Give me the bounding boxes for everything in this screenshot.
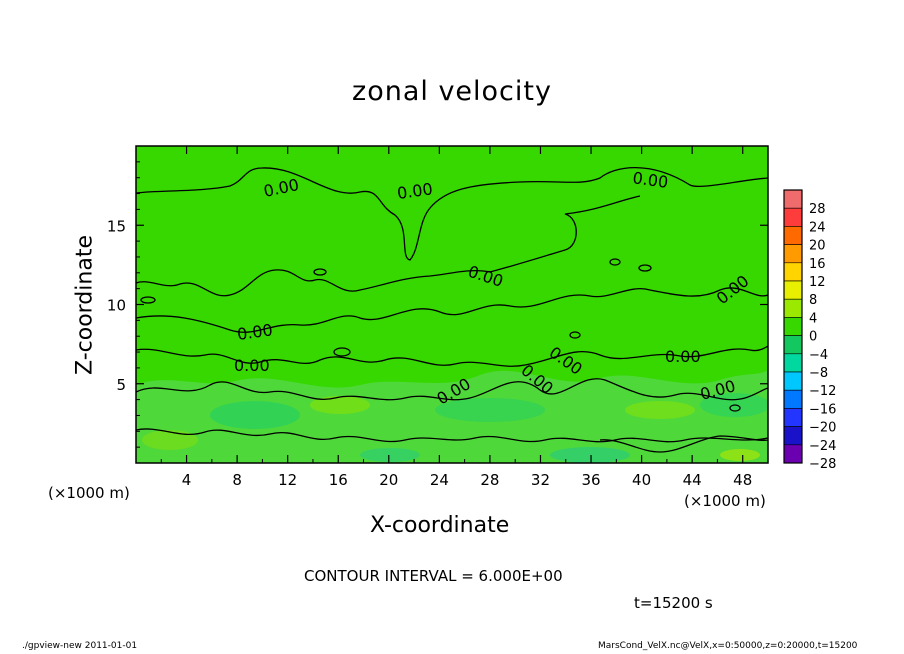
colorbar-label: 24 (809, 220, 826, 235)
field-cool-patch (360, 448, 420, 462)
colorbar-swatch (783, 408, 803, 427)
field-cool-patch (435, 398, 545, 422)
y-axis-unit: (×1000 m) (48, 484, 130, 502)
colorbar-label: 4 (809, 311, 817, 326)
colorbar-label: 20 (809, 239, 826, 254)
field-warm-patch (625, 401, 695, 419)
x-tick-label: 12 (278, 471, 297, 489)
colorbar-swatch (783, 244, 803, 264)
contour-interval: CONTOUR INTERVAL = 6.000E+00 (304, 567, 563, 585)
x-tick-label: 8 (232, 471, 242, 489)
colorbar-label: 12 (809, 275, 826, 290)
x-tick-label: 24 (430, 471, 449, 489)
x-axis-unit: (×1000 m) (684, 492, 766, 510)
colorbar-label: 0 (809, 330, 817, 345)
field-warm-patch (720, 449, 760, 461)
y-axis-label: Z-coordinate (72, 235, 98, 375)
x-tick-label: 4 (182, 471, 192, 489)
colorbar-label: −24 (809, 439, 836, 454)
x-tick-label: 20 (379, 471, 398, 489)
y-tick-label: 10 (107, 297, 126, 315)
colorbar-label: −4 (809, 348, 828, 363)
x-axis: 4 8 12 16 20 24 28 32 36 40 44 48 (160, 146, 752, 489)
x-tick-label: 16 (329, 471, 348, 489)
colorbar-label: −8 (809, 366, 828, 381)
colorbar-swatch (783, 189, 803, 209)
colorbar-swatch (783, 335, 803, 355)
colorbar-swatch (783, 298, 803, 318)
footer-right: MarsCond_VelX.nc@VelX,x=0:50000,z=0:2000… (598, 641, 858, 651)
y-tick-label: 5 (116, 376, 126, 394)
field-cool-patch (550, 447, 630, 463)
contour-label: 0.00 (631, 168, 669, 192)
colorbar-swatch (783, 280, 803, 300)
contour-label: 0.00 (236, 320, 274, 344)
contour-label: 0.00 (665, 347, 701, 366)
heatmap-field (136, 146, 768, 463)
x-tick-label: 28 (480, 471, 499, 489)
contour-label: 0.00 (396, 179, 434, 203)
colorbar-swatch (783, 207, 803, 227)
colorbar-swatch (783, 317, 803, 336)
x-tick-label: 48 (733, 471, 752, 489)
contour-label: 0.00 (234, 356, 270, 375)
colorbar-label: −12 (809, 384, 836, 399)
colorbar-label: −16 (809, 402, 836, 417)
colorbar-frame (783, 189, 803, 464)
x-tick-label: 36 (581, 471, 600, 489)
colorbar-label: 8 (809, 293, 817, 308)
colorbar-swatch (783, 426, 803, 446)
x-tick-label: 32 (531, 471, 550, 489)
colorbar-swatch (783, 262, 803, 282)
colorbar-swatch (783, 444, 803, 464)
field-warm-patch (142, 430, 198, 450)
contour-lines (136, 167, 768, 453)
chart-title: zonal velocity (352, 76, 552, 107)
y-tick-label: 15 (107, 217, 126, 235)
colorbar-label: −20 (809, 421, 836, 436)
x-tick-label: 44 (683, 471, 702, 489)
colorbar-swatch (783, 353, 803, 373)
x-tick-label: 40 (632, 471, 651, 489)
colorbar-swatch (783, 226, 803, 245)
field-warm-patch (310, 396, 370, 414)
colorbar-swatch (783, 371, 803, 391)
footer-left: ./gpview-new 2011-01-01 (22, 641, 138, 651)
colorbar: 28 24 20 16 12 8 4 0 −4 −8 −12 −16 −20 −24 −28 (783, 189, 836, 472)
colorbar-label: −28 (809, 457, 836, 472)
colorbar-swatch (783, 389, 803, 409)
field-cool-patch (210, 401, 300, 429)
y-axis: 5 10 15 (107, 161, 768, 448)
time-label: t=15200 s (634, 594, 713, 612)
x-axis-label: X-coordinate (370, 513, 510, 538)
colorbar-label: 16 (809, 257, 826, 272)
colorbar-label: 28 (809, 202, 826, 217)
